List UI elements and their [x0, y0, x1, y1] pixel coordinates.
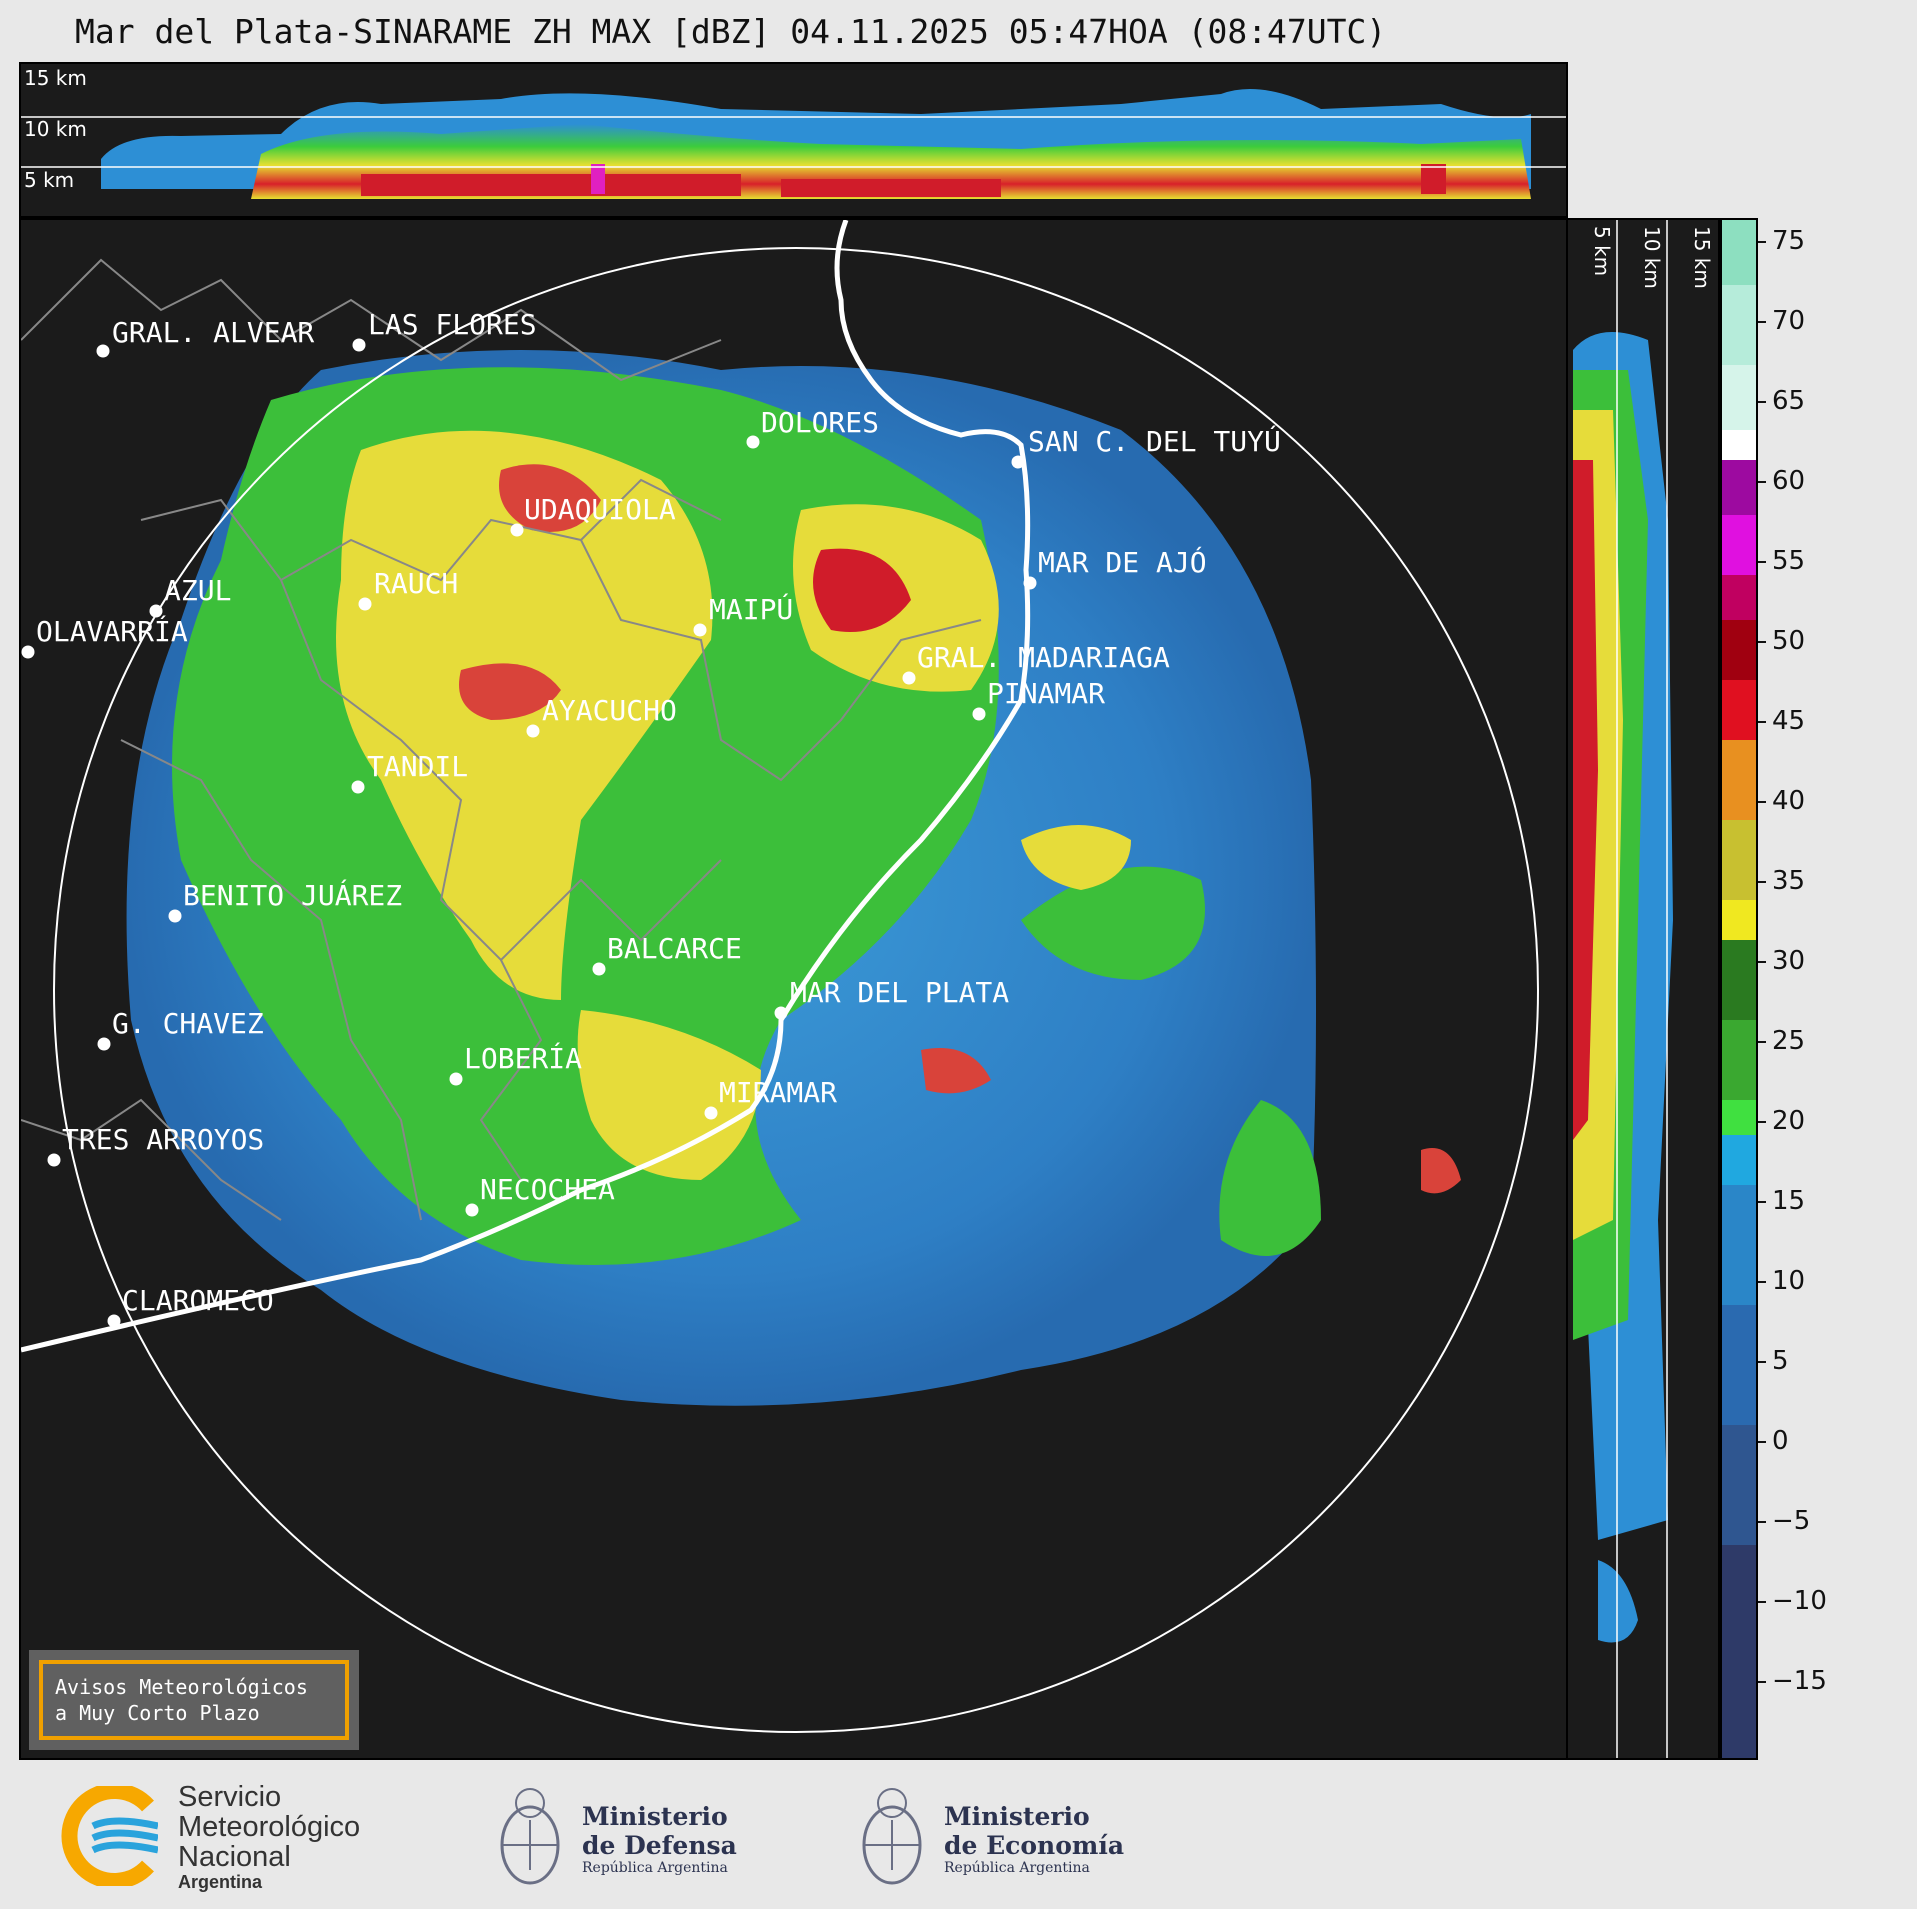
- city-label-san-c-del-tuyu: SAN C. DEL TUYÚ: [1028, 425, 1281, 458]
- city-dot: [1023, 576, 1037, 590]
- dbz-colorbar: [1720, 218, 1758, 1760]
- top-cross-section-echo: [21, 89, 1566, 199]
- economia-logo-text: Ministerio de Economía República Argenti…: [944, 1802, 1125, 1876]
- city-dot: [774, 1006, 788, 1020]
- chart-title: Mar del Plata-SINARAME ZH MAX [dBZ] 04.1…: [75, 12, 1387, 51]
- city-label-claromeco: CLAROMECO: [122, 1284, 274, 1317]
- city-label-azul: AZUL: [164, 574, 232, 607]
- city-dot: [149, 604, 163, 618]
- top-axis-label-5km: 5 km: [24, 168, 75, 192]
- city-label-maipu: MAIPÚ: [709, 593, 794, 626]
- city-label-dolores: DOLORES: [761, 406, 880, 439]
- city-dot: [465, 1203, 479, 1217]
- city-label-g-chavez: G. CHAVEZ: [112, 1007, 264, 1040]
- smn-logo-text: Servicio Meteorológico Nacional Argentin…: [178, 1781, 361, 1892]
- colorbar-tick: 15: [1758, 1186, 1805, 1216]
- side-axis-label-5km: 5 km: [1590, 226, 1614, 277]
- city-label-miramar: MIRAMAR: [719, 1076, 838, 1109]
- city-label-loberia: LOBERÍA: [464, 1042, 583, 1075]
- city-dot: [902, 671, 916, 685]
- city-label-las-flores: LAS FLORES: [368, 308, 537, 341]
- colorbar-tick: 65: [1758, 386, 1805, 416]
- colorbar-tick: 30: [1758, 946, 1805, 976]
- top-cross-section-panel: 15 km 10 km 5 km: [19, 62, 1568, 218]
- city-label-pinamar: PINAMAR: [987, 677, 1106, 710]
- city-label-ayacucho: AYACUCHO: [542, 694, 677, 727]
- colorbar-tick: −5: [1758, 1506, 1810, 1536]
- defensa-logo-text: Ministerio de Defensa República Argentin…: [582, 1802, 737, 1876]
- avisos-line-1: Avisos Meteorológicos: [55, 1675, 308, 1699]
- city-dot: [746, 435, 760, 449]
- city-dot: [168, 909, 182, 923]
- economia-coat-of-arms-icon: [862, 1788, 922, 1885]
- colorbar-tick: 60: [1758, 466, 1805, 496]
- city-dot: [358, 597, 372, 611]
- city-label-udaquiola: UDAQUIOLA: [524, 493, 676, 526]
- city-dot: [526, 724, 540, 738]
- city-dot: [693, 623, 707, 637]
- colorbar-tick: 35: [1758, 866, 1805, 896]
- top-axis-label-10km: 10 km: [24, 117, 87, 141]
- city-dot: [96, 344, 110, 358]
- city-dot: [704, 1106, 718, 1120]
- top-axis-label-15km: 15 km: [24, 66, 87, 90]
- city-label-tres-arroyos: TRES ARROYOS: [62, 1123, 265, 1156]
- city-dot: [1011, 455, 1025, 469]
- colorbar-tick: 45: [1758, 706, 1805, 736]
- side-axis-label-15km: 15 km: [1690, 226, 1714, 289]
- radar-map-panel: GRAL. ALVEAR LAS FLORES DOLORES SAN C. D…: [19, 218, 1568, 1760]
- city-dot: [107, 1314, 121, 1328]
- city-label-benito-juarez: BENITO JUÁREZ: [183, 879, 403, 912]
- colorbar-tick: 5: [1758, 1346, 1789, 1376]
- colorbar-ticks: 75 70 65 60 55 50 45 40 35 30 25 20 15 1…: [1758, 218, 1908, 1760]
- side-axis-label-10km: 10 km: [1640, 226, 1664, 289]
- colorbar-tick: −15: [1758, 1666, 1827, 1696]
- city-dot: [592, 962, 606, 976]
- city-dot: [972, 707, 986, 721]
- side-cross-section-echo: [1573, 220, 1673, 1758]
- colorbar-tick: 55: [1758, 546, 1805, 576]
- city-dot: [510, 523, 524, 537]
- avisos-box[interactable]: Avisos Meteorológicos a Muy Corto Plazo: [29, 1650, 359, 1750]
- colorbar-tick: 10: [1758, 1266, 1805, 1296]
- city-dot: [449, 1072, 463, 1086]
- city-label-mar-del-plata: MAR DEL PLATA: [790, 976, 1010, 1009]
- city-dot: [352, 338, 366, 352]
- city-dot: [351, 780, 365, 794]
- colorbar-tick: −10: [1758, 1586, 1827, 1616]
- city-label-necochea: NECOCHEA: [480, 1173, 615, 1206]
- colorbar-tick: 75: [1758, 226, 1805, 256]
- radar-echo-map: [21, 220, 1539, 1733]
- colorbar-tick: 20: [1758, 1106, 1805, 1136]
- city-dot: [21, 645, 35, 659]
- footer-logos: Servicio Meteorológico Nacional Argentin…: [0, 1760, 1917, 1909]
- city-label-gral-madariaga: GRAL. MADARIAGA: [917, 641, 1170, 674]
- city-label-tandil: TANDIL: [367, 750, 469, 783]
- side-cross-section-panel: 5 km 10 km 15 km: [1568, 218, 1720, 1760]
- colorbar-tick: 40: [1758, 786, 1805, 816]
- defensa-coat-of-arms-icon: [500, 1788, 560, 1885]
- city-dot: [47, 1153, 61, 1167]
- city-dot: [97, 1037, 111, 1051]
- avisos-line-2: a Muy Corto Plazo: [55, 1701, 260, 1725]
- smn-logo-icon: [61, 1786, 158, 1886]
- colorbar-gradient: [1722, 220, 1756, 1758]
- city-label-gral-alvear: GRAL. ALVEAR: [112, 316, 315, 349]
- colorbar-tick: 25: [1758, 1026, 1805, 1056]
- city-label-rauch: RAUCH: [374, 567, 459, 600]
- colorbar-tick: 50: [1758, 626, 1805, 656]
- colorbar-tick: 0: [1758, 1426, 1789, 1456]
- city-label-mar-de-ajo: MAR DE AJÓ: [1038, 546, 1207, 579]
- colorbar-tick: 70: [1758, 306, 1805, 336]
- city-label-balcarce: BALCARCE: [607, 932, 742, 965]
- city-label-olavarria: OLAVARRÍA: [36, 615, 188, 648]
